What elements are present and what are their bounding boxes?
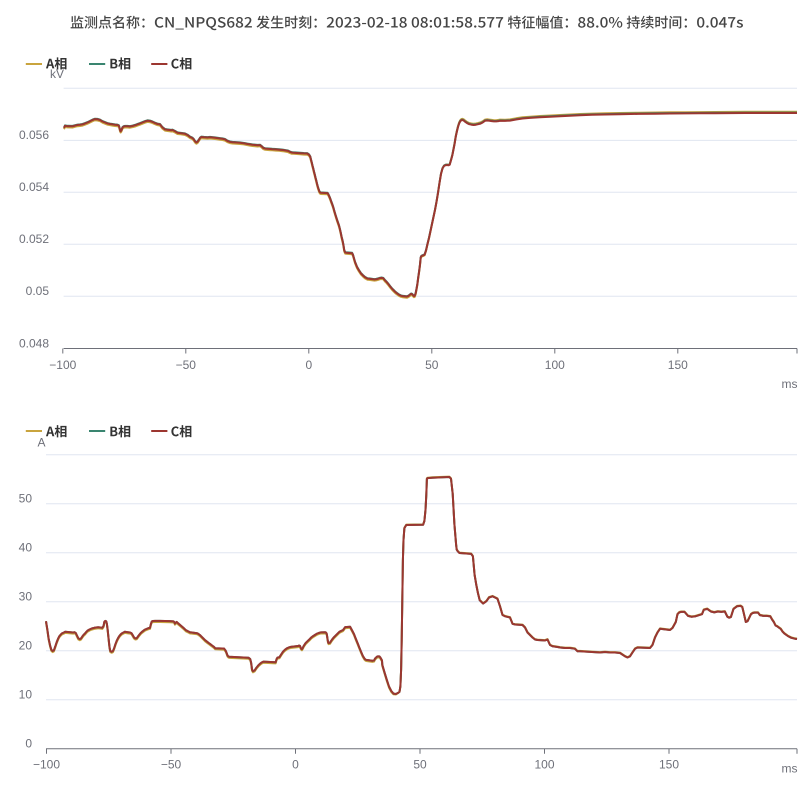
svg-text:−50: −50 bbox=[161, 758, 182, 772]
svg-text:100: 100 bbox=[545, 358, 565, 372]
svg-text:100: 100 bbox=[534, 758, 554, 772]
svg-text:0: 0 bbox=[25, 737, 32, 751]
svg-text:0.054: 0.054 bbox=[19, 180, 49, 194]
svg-text:0.052: 0.052 bbox=[19, 232, 49, 246]
svg-text:ms: ms bbox=[782, 377, 798, 391]
svg-text:−100: −100 bbox=[49, 358, 76, 372]
svg-text:50: 50 bbox=[413, 758, 427, 772]
svg-text:0: 0 bbox=[305, 358, 312, 372]
svg-text:150: 150 bbox=[659, 758, 679, 772]
svg-text:−50: −50 bbox=[176, 358, 197, 372]
svg-text:10: 10 bbox=[19, 688, 33, 702]
svg-text:kV: kV bbox=[50, 67, 64, 81]
svg-text:A: A bbox=[38, 436, 46, 450]
svg-text:20: 20 bbox=[19, 639, 33, 653]
svg-text:40: 40 bbox=[19, 541, 33, 555]
svg-text:50: 50 bbox=[19, 492, 33, 506]
svg-text:ms: ms bbox=[782, 762, 798, 776]
svg-text:−100: −100 bbox=[33, 758, 60, 772]
svg-text:30: 30 bbox=[19, 590, 33, 604]
svg-text:150: 150 bbox=[668, 358, 688, 372]
svg-text:0.048: 0.048 bbox=[19, 336, 49, 350]
svg-text:0.056: 0.056 bbox=[19, 128, 49, 142]
svg-text:0: 0 bbox=[292, 758, 299, 772]
svg-text:50: 50 bbox=[425, 358, 439, 372]
svg-text:0.05: 0.05 bbox=[26, 284, 50, 298]
